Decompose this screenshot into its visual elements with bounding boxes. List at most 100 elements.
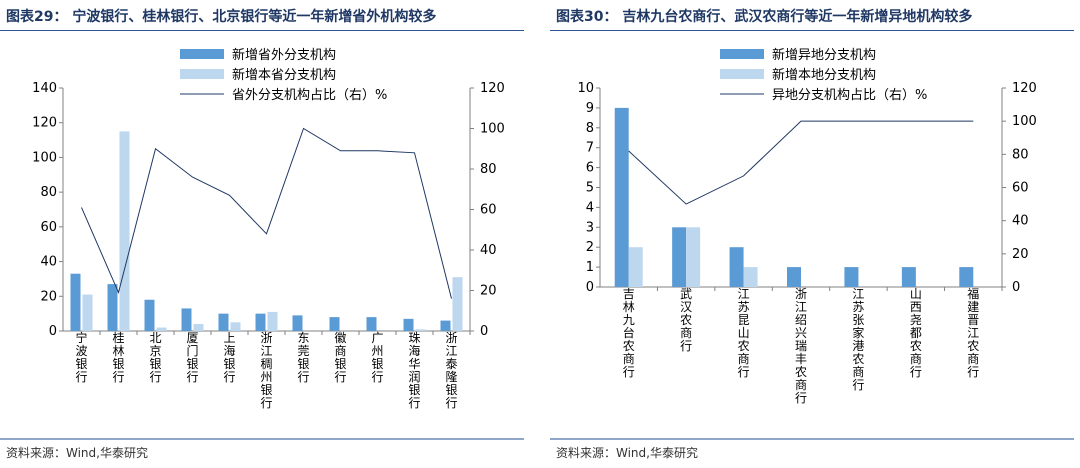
footer-divider (0, 438, 524, 440)
bar-新增省外分支机构 (403, 318, 414, 331)
bar-新增本省分支机构 (415, 329, 426, 331)
y-tick-label-left: 20 (40, 289, 57, 304)
x-tick-char: 银 (75, 357, 87, 371)
x-tick-label: 浙江稠州银行 (260, 331, 272, 410)
x-tick-char: 行 (297, 370, 309, 384)
bar-新增省外分支机构 (144, 299, 155, 331)
x-tick-char: 农 (623, 339, 635, 353)
y-tick-label-left: 0 (586, 280, 594, 295)
y-tick-label-left: 3 (586, 220, 594, 235)
bar-新增本地分支机构 (628, 247, 643, 287)
x-tick-char: 商 (967, 351, 979, 366)
x-tick-char: 江 (795, 300, 807, 314)
x-tick-char: 农 (967, 339, 979, 353)
x-tick-char: 莞 (297, 344, 309, 358)
bar-新增异地分支机构 (901, 267, 916, 287)
x-tick-char: 九 (623, 313, 635, 327)
bar-新增本地分支机构 (743, 267, 758, 287)
x-tick-char: 桂 (112, 330, 124, 345)
x-tick-char: 港 (852, 339, 864, 353)
x-tick-char: 门 (186, 343, 198, 358)
x-tick-char: 苏 (738, 300, 750, 314)
x-tick-char: 山 (910, 287, 922, 301)
x-tick-char: 武 (680, 287, 692, 301)
y-tick-label-left: 8 (586, 121, 594, 136)
x-tick-char: 农 (910, 339, 922, 353)
x-tick-char: 张 (852, 313, 864, 327)
chart-panel-right: 图表30： 吉林九台农商行、武汉农商行等近一年新增异地机构较多 0 1 2 3 4 5 6 7… (550, 0, 1080, 468)
x-tick-char: 东 (297, 331, 309, 345)
x-tick-char: 行 (371, 370, 383, 384)
x-tick-char: 银 (112, 357, 124, 371)
y-tick-label-right: 20 (480, 284, 497, 299)
bar-新增省外分支机构 (329, 317, 340, 331)
x-tick-char: 尧 (910, 313, 922, 327)
x-tick-char: 山 (738, 326, 750, 340)
x-tick-char: 海 (408, 343, 420, 358)
x-tick-char: 银 (408, 383, 420, 397)
x-tick-char: 商 (623, 351, 635, 366)
title-divider (550, 30, 1074, 31)
x-tick-char: 行 (112, 370, 124, 384)
bar-新增本地分支机构 (686, 227, 701, 287)
x-tick-char: 行 (795, 391, 807, 405)
x-tick-char: 昆 (738, 313, 750, 327)
bar-新增本省分支机构 (82, 294, 93, 331)
x-tick-char: 浙 (795, 287, 807, 301)
legend-label: 新增异地分支机构 (772, 47, 876, 63)
legend-swatch (180, 69, 224, 79)
x-tick-char: 稠 (260, 357, 272, 371)
x-tick-label: 东莞银行 (297, 331, 309, 384)
footer-divider (550, 438, 1074, 440)
x-tick-char: 行 (738, 365, 750, 379)
x-tick-char: 建 (967, 300, 979, 314)
line-异地分支机构占比（右）% (628, 120, 974, 205)
x-tick-label: 吉林九台农商行 (623, 287, 635, 379)
x-tick-char: 林 (623, 300, 635, 314)
bar-新增本省分支机构 (452, 277, 463, 331)
x-tick-char: 行 (408, 396, 420, 410)
x-tick-label: 厦门银行 (186, 331, 198, 384)
x-tick-char: 江 (445, 344, 457, 358)
x-tick-char: 广 (371, 331, 383, 345)
x-tick-label: 宁波银行 (75, 330, 87, 384)
x-tick-char: 绍 (795, 313, 807, 327)
bar-新增本省分支机构 (119, 131, 130, 331)
x-tick-char: 银 (149, 357, 161, 371)
y-tick-label-left: 100 (32, 150, 57, 165)
x-tick-char: 银 (297, 357, 309, 371)
line-省外分支机构占比（右）% (81, 127, 452, 299)
y-tick-label-right: 0 (480, 324, 488, 339)
y-tick-label-left: 2 (586, 240, 594, 255)
x-tick-char: 江 (967, 326, 979, 340)
x-tick-char: 海 (223, 343, 235, 358)
x-tick-label: 江苏昆山农商行 (738, 287, 750, 379)
x-tick-char: 银 (260, 383, 272, 397)
x-tick-char: 家 (852, 325, 864, 340)
bar-新增异地分支机构 (959, 267, 974, 287)
y-tick-label-right: 120 (480, 81, 505, 96)
x-tick-char: 晋 (967, 313, 979, 327)
y-tick-label-right: 100 (1012, 114, 1037, 129)
x-tick-char: 商 (738, 351, 750, 366)
legend-label: 异地分支机构占比（右）% (772, 88, 927, 103)
x-tick-char: 江 (260, 344, 272, 358)
x-tick-label: 江苏张家港农商行 (852, 287, 864, 392)
y-tick-label-right: 0 (1012, 280, 1020, 295)
x-tick-char: 商 (852, 364, 864, 379)
x-tick-label: 武汉农商行 (680, 287, 692, 353)
bar-新增省外分支机构 (292, 315, 303, 331)
y-tick-label-right: 20 (1012, 247, 1029, 262)
x-tick-char: 农 (795, 365, 807, 379)
x-tick-char: 福 (967, 286, 979, 301)
x-tick-char: 行 (680, 339, 692, 353)
y-tick-label-right: 80 (1012, 147, 1029, 162)
x-tick-char: 行 (186, 370, 198, 384)
x-tick-char: 润 (408, 370, 420, 384)
x-tick-char: 银 (334, 357, 346, 371)
x-tick-char: 商 (680, 325, 692, 340)
x-tick-char: 州 (260, 370, 272, 384)
x-tick-label: 广州银行 (371, 331, 383, 384)
x-tick-char: 吉 (623, 287, 635, 301)
bar-新增省外分支机构 (218, 313, 229, 331)
